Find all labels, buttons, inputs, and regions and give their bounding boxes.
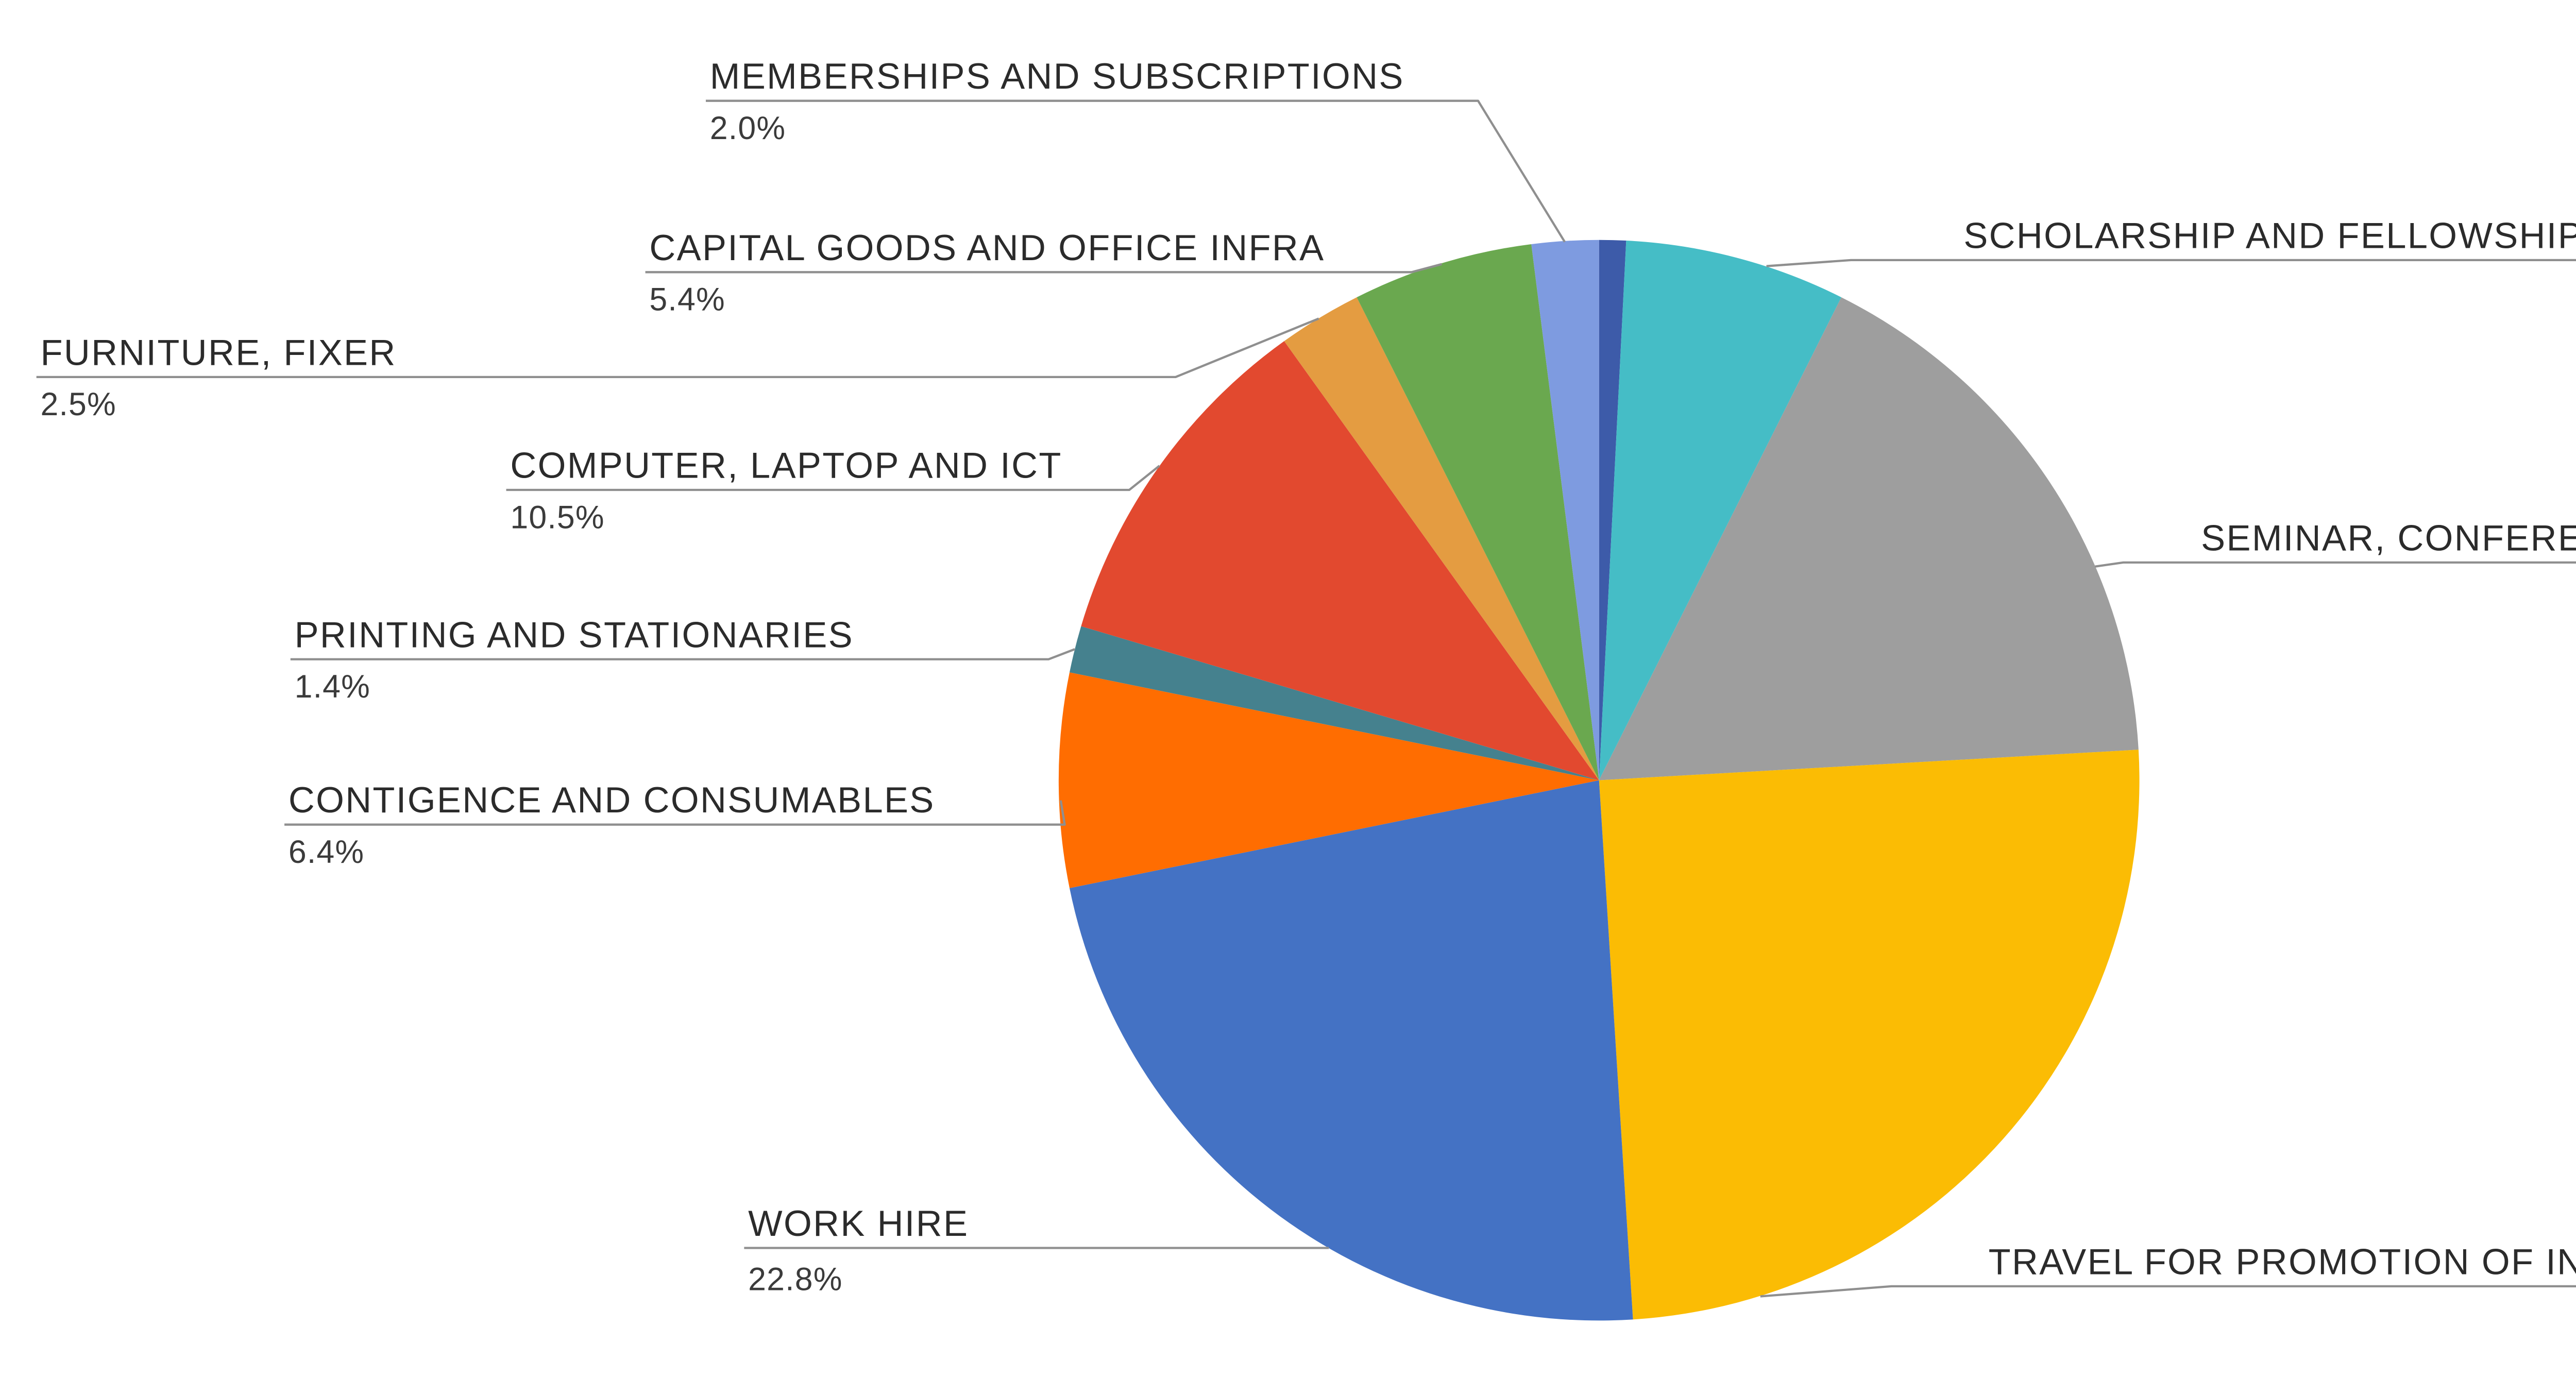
pie-slice-scholarship-and-fellowship-awards-rewards[interactable]	[1599, 241, 1842, 780]
leader-line	[705, 99, 1566, 243]
pie-slice-contigence-and-consumables[interactable]	[1058, 672, 1599, 889]
slice-label: SCHOLARSHIP AND FELLOWSHIP, AWARDS, REWA…	[1963, 215, 2576, 256]
slice-label: FURNITURE, FIXER	[40, 332, 396, 372]
leader-line	[284, 800, 1066, 826]
slice-percent: 2.0%	[710, 110, 786, 146]
callout-seminar-conference-events: SEMINAR, CONFERENCE, EVENTS AND DELE... …	[2095, 517, 2576, 568]
pie-slice-memberships-and-subscriptions[interactable]	[1531, 240, 1599, 780]
slice-percent: 2.5%	[40, 386, 116, 422]
slice-percent: 6.4%	[289, 834, 364, 870]
slice-percent: 5.4%	[649, 282, 725, 318]
leader-line	[1760, 1285, 2576, 1298]
callout-scholarship-and-fellowship-awards-rewards: SCHOLARSHIP AND FELLOWSHIP, AWARDS, REWA…	[1766, 215, 2576, 267]
slice-percent: 22.8%	[748, 1262, 842, 1298]
slice-label: WORK HIRE	[748, 1203, 969, 1244]
pie-slice-printing-and-stationaries[interactable]	[1070, 626, 1599, 780]
slice-label: PRINTING AND STATIONARIES	[295, 614, 854, 655]
callout-furniture-fixer: FURNITURE, FIXER 2.5%	[36, 317, 1319, 422]
leader-line	[645, 263, 1443, 274]
callout-printing-and-stationaries: PRINTING AND STATIONARIES 1.4%	[290, 614, 1075, 705]
slice-label: SEMINAR, CONFERENCE, EVENTS AND DELE...	[2201, 517, 2576, 558]
leader-line	[290, 648, 1075, 660]
slice-label: MEMBERSHIPS AND SUBSCRIPTIONS	[710, 56, 1404, 96]
pie-slice-work-hire[interactable]	[1070, 780, 1633, 1321]
pie-slice-unlabeled-0[interactable]	[1599, 240, 1626, 780]
callout-travel-for-promotion-of-international-relations: TRAVEL FOR PROMOTION OF INTERNATIONAL RE…	[1760, 1241, 2576, 1298]
pie-slice-computer-laptop-and-ict[interactable]	[1081, 341, 1599, 780]
leader-line	[36, 317, 1319, 378]
pie-slice-capital-goods-and-office-infra[interactable]	[1357, 244, 1599, 780]
callout-capital-goods-and-office-infra: CAPITAL GOODS AND OFFICE INFRA 5.4%	[645, 227, 1443, 318]
pie-slice-travel-for-promotion-of-international-relations[interactable]	[1599, 750, 2140, 1320]
callout-work-hire: WORK HIRE 22.8%	[744, 1203, 1329, 1298]
pie-slice-furniture-fixer[interactable]	[1284, 297, 1599, 780]
slice-label: CONTIGENCE AND CONSUMABLES	[289, 779, 935, 820]
leader-line	[1766, 259, 2576, 267]
slice-label: COMPUTER, LAPTOP AND ICT	[510, 445, 1062, 486]
pie-slice-seminar-conference-events-and-dele[interactable]	[1599, 297, 2139, 780]
callout-contigence-and-consumables: CONTIGENCE AND CONSUMABLES 6.4%	[284, 779, 1066, 870]
slice-callouts: MEMBERSHIPS AND SUBSCRIPTIONS 2.0% CAPIT…	[36, 56, 2576, 1298]
callout-memberships-and-subscriptions: MEMBERSHIPS AND SUBSCRIPTIONS 2.0%	[705, 56, 1566, 243]
leader-line	[2095, 561, 2576, 568]
leader-line	[506, 465, 1160, 491]
slice-percent: 10.5%	[510, 499, 604, 535]
slice-label: CAPITAL GOODS AND OFFICE INFRA	[649, 227, 1325, 268]
slice-label: TRAVEL FOR PROMOTION OF INTERNATIONAL RE…	[1989, 1241, 2576, 1282]
callout-computer-laptop-and-ict: COMPUTER, LAPTOP AND ICT 10.5%	[506, 445, 1160, 535]
slice-percent: 1.4%	[295, 669, 370, 705]
pie-slices	[1058, 240, 2140, 1321]
